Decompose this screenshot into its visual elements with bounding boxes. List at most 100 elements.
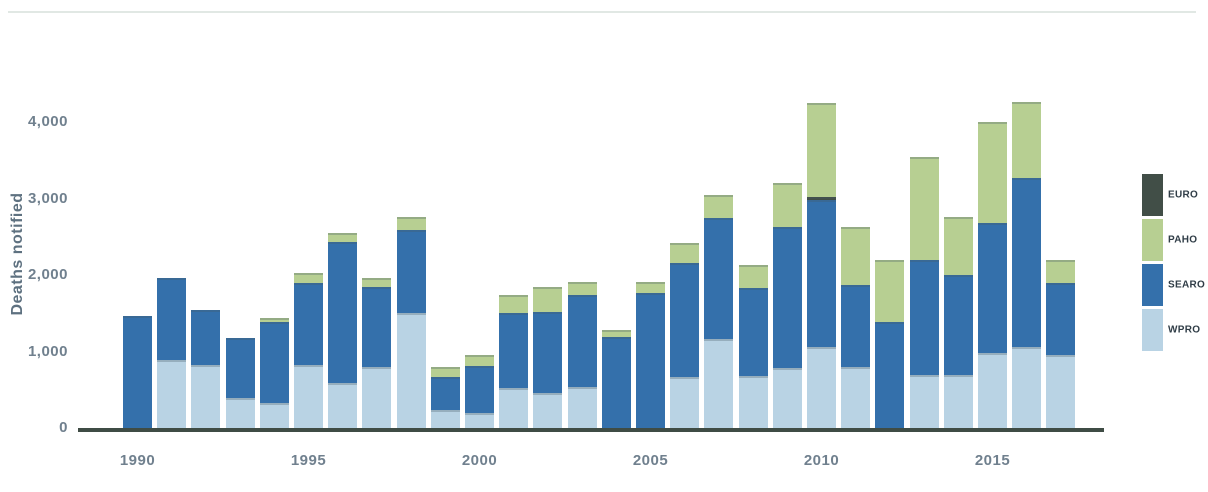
segment-paho-1995[interactable]: [294, 273, 323, 284]
bar-1992[interactable]: [191, 310, 221, 428]
legend-entry-paho[interactable]: PAHO: [1142, 219, 1197, 261]
segment-searo-2002[interactable]: [533, 312, 563, 393]
segment-wpro-2014[interactable]: [943, 375, 973, 428]
segment-wpro-2002[interactable]: [533, 392, 563, 428]
bar-1990[interactable]: [123, 315, 152, 428]
segment-searo-1991[interactable]: [157, 278, 187, 360]
segment-paho-1998[interactable]: [396, 216, 426, 230]
segment-searo-2010[interactable]: [807, 200, 836, 347]
segment-searo-1993[interactable]: [225, 338, 255, 399]
segment-wpro-1993[interactable]: [225, 398, 255, 428]
segment-paho-2005[interactable]: [636, 281, 665, 293]
segment-searo-2000[interactable]: [465, 366, 494, 414]
bar-2005[interactable]: [636, 281, 665, 428]
segment-searo-2001[interactable]: [499, 312, 529, 388]
segment-searo-2006[interactable]: [670, 262, 700, 377]
segment-searo-2005[interactable]: [636, 292, 665, 428]
segment-wpro-1998[interactable]: [396, 313, 426, 428]
segment-searo-2007[interactable]: [704, 218, 734, 340]
bar-1995[interactable]: [294, 273, 323, 428]
segment-searo-2013[interactable]: [909, 260, 939, 376]
segment-paho-2013[interactable]: [909, 156, 939, 261]
bar-2016[interactable]: [1012, 102, 1042, 428]
bar-2017[interactable]: [1046, 260, 1076, 428]
bar-2014[interactable]: [943, 216, 973, 428]
segment-paho-2007[interactable]: [704, 195, 734, 218]
segment-searo-1995[interactable]: [294, 283, 323, 365]
segment-searo-1992[interactable]: [191, 310, 221, 365]
segment-paho-2004[interactable]: [601, 330, 631, 338]
bar-2009[interactable]: [772, 183, 802, 428]
segment-paho-2008[interactable]: [738, 265, 768, 288]
segment-paho-2003[interactable]: [567, 281, 597, 295]
segment-paho-2015[interactable]: [978, 122, 1007, 223]
segment-wpro-2017[interactable]: [1046, 354, 1076, 428]
segment-wpro-2000[interactable]: [465, 413, 494, 428]
segment-paho-2006[interactable]: [670, 242, 700, 263]
segment-searo-2017[interactable]: [1046, 283, 1076, 355]
legend-entry-searo[interactable]: SEARO: [1142, 264, 1205, 306]
bar-2001[interactable]: [499, 294, 529, 428]
segment-wpro-1991[interactable]: [157, 359, 187, 428]
bar-2006[interactable]: [670, 242, 700, 428]
bar-2003[interactable]: [567, 281, 597, 428]
segment-paho-2010[interactable]: [807, 102, 836, 197]
segment-paho-2016[interactable]: [1012, 102, 1042, 178]
bar-2000[interactable]: [465, 354, 494, 428]
segment-searo-2016[interactable]: [1012, 177, 1042, 347]
segment-searo-1998[interactable]: [396, 229, 426, 314]
segment-wpro-1995[interactable]: [294, 364, 323, 428]
bar-1999[interactable]: [430, 366, 460, 428]
segment-wpro-2016[interactable]: [1012, 346, 1042, 428]
segment-searo-2014[interactable]: [943, 275, 973, 376]
segment-searo-2003[interactable]: [567, 294, 597, 388]
segment-wpro-2008[interactable]: [738, 375, 768, 428]
segment-paho-2011[interactable]: [841, 226, 871, 285]
segment-paho-1994[interactable]: [259, 317, 289, 322]
segment-wpro-1992[interactable]: [191, 364, 221, 428]
segment-searo-1994[interactable]: [259, 321, 289, 404]
bar-2010[interactable]: [807, 102, 836, 428]
segment-searo-2008[interactable]: [738, 288, 768, 376]
segment-wpro-2013[interactable]: [909, 375, 939, 428]
segment-wpro-2003[interactable]: [567, 387, 597, 428]
bar-2013[interactable]: [909, 156, 939, 428]
segment-paho-2002[interactable]: [533, 286, 563, 313]
segment-wpro-2011[interactable]: [841, 366, 871, 428]
segment-paho-2001[interactable]: [499, 294, 529, 313]
segment-searo-1997[interactable]: [362, 286, 392, 367]
segment-paho-1996[interactable]: [328, 232, 358, 243]
bar-2012[interactable]: [875, 260, 905, 428]
bar-1993[interactable]: [225, 338, 255, 428]
segment-searo-2012[interactable]: [875, 321, 905, 428]
segment-wpro-2009[interactable]: [772, 367, 802, 428]
segment-wpro-2007[interactable]: [704, 339, 734, 428]
segment-paho-2017[interactable]: [1046, 260, 1076, 284]
segment-paho-2009[interactable]: [772, 183, 802, 227]
segment-wpro-2006[interactable]: [670, 376, 700, 428]
segment-paho-1997[interactable]: [362, 278, 392, 287]
segment-searo-2009[interactable]: [772, 226, 802, 368]
segment-searo-2004[interactable]: [601, 337, 631, 428]
bar-2002[interactable]: [533, 286, 563, 428]
bar-1994[interactable]: [259, 317, 289, 428]
bar-1998[interactable]: [396, 216, 426, 428]
legend-entry-euro[interactable]: EURO: [1142, 174, 1198, 216]
segment-wpro-2015[interactable]: [978, 353, 1007, 428]
bar-2011[interactable]: [841, 226, 871, 428]
segment-searo-1990[interactable]: [123, 315, 152, 428]
segment-euro-2010[interactable]: [807, 197, 836, 201]
legend-entry-wpro[interactable]: WPRO: [1142, 309, 1200, 351]
bar-2008[interactable]: [738, 265, 768, 428]
segment-wpro-1997[interactable]: [362, 366, 392, 428]
segment-searo-2011[interactable]: [841, 284, 871, 367]
segment-searo-1999[interactable]: [430, 376, 460, 411]
segment-wpro-1999[interactable]: [430, 410, 460, 428]
bar-2007[interactable]: [704, 195, 734, 428]
segment-searo-1996[interactable]: [328, 242, 358, 383]
segment-searo-2015[interactable]: [978, 222, 1007, 354]
bar-2004[interactable]: [601, 330, 631, 428]
segment-paho-2012[interactable]: [875, 260, 905, 322]
segment-wpro-2010[interactable]: [807, 346, 836, 428]
segment-wpro-1996[interactable]: [328, 382, 358, 428]
